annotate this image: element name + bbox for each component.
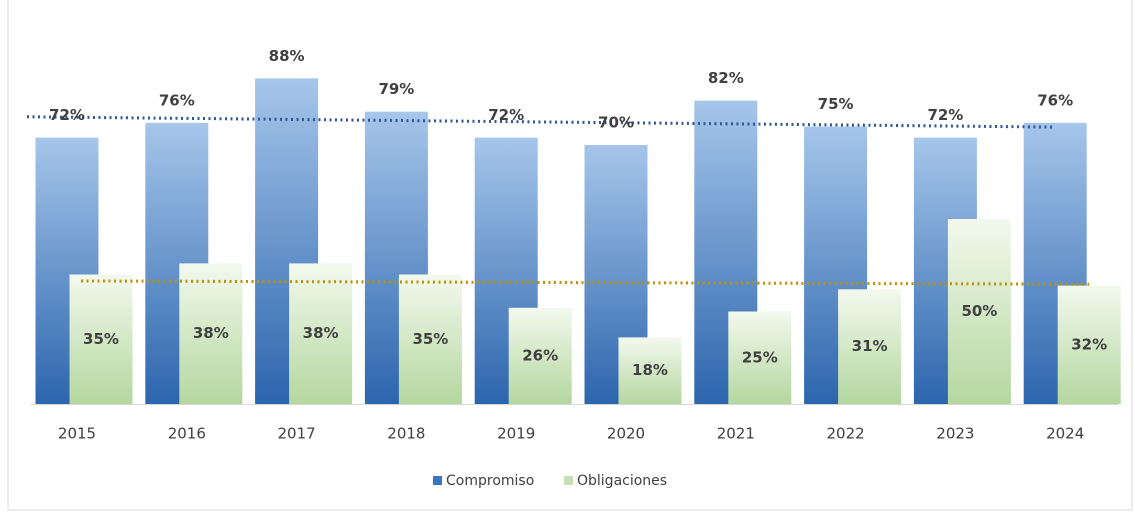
x-tick-label: 2022: [827, 425, 865, 443]
value-label: 70%: [598, 114, 634, 132]
value-label: 31%: [852, 337, 888, 355]
value-label: 76%: [159, 91, 195, 109]
x-tick-label: 2017: [278, 425, 316, 443]
value-label: 50%: [961, 302, 997, 320]
x-tick-label: 2023: [936, 425, 974, 443]
x-tick-label: 2015: [58, 425, 96, 443]
x-tick-label: 2021: [717, 425, 755, 443]
trend-line: [26, 115, 1056, 129]
value-label: 72%: [488, 106, 524, 124]
value-label: 35%: [412, 330, 448, 348]
x-tick-label: 2018: [387, 425, 425, 443]
bar: [289, 263, 353, 404]
value-label: 18%: [632, 361, 668, 379]
value-label: 88%: [269, 47, 305, 65]
legend-swatch: [564, 476, 573, 485]
value-label: 25%: [742, 348, 778, 366]
value-label: 26%: [522, 346, 558, 364]
bar: [179, 263, 243, 404]
value-label: 82%: [708, 69, 744, 87]
bar: [508, 307, 572, 404]
value-label: 32%: [1071, 335, 1107, 353]
value-label: 75%: [818, 95, 854, 113]
legend-label: Compromiso: [446, 473, 534, 489]
value-label: 35%: [83, 330, 119, 348]
value-label: 38%: [193, 324, 229, 342]
value-label: 38%: [303, 324, 339, 342]
legend-swatch: [433, 476, 442, 485]
legend-label: Obligaciones: [577, 473, 667, 489]
bar: [947, 219, 1011, 404]
value-label: 72%: [49, 106, 85, 124]
value-label: 76%: [1037, 91, 1073, 109]
x-tick-label: 2016: [168, 425, 206, 443]
value-label: 72%: [927, 106, 963, 124]
x-tick-label: 2019: [497, 425, 535, 443]
value-label: 79%: [378, 80, 414, 98]
x-tick-label: 2020: [607, 425, 645, 443]
bar: [398, 274, 462, 404]
bar: [1057, 285, 1121, 404]
chart-frame: [7, 0, 1133, 511]
bar: [69, 274, 133, 404]
bar: [728, 311, 792, 404]
x-tick-label: 2024: [1046, 425, 1084, 443]
bar: [618, 337, 682, 404]
bar: [838, 289, 902, 404]
